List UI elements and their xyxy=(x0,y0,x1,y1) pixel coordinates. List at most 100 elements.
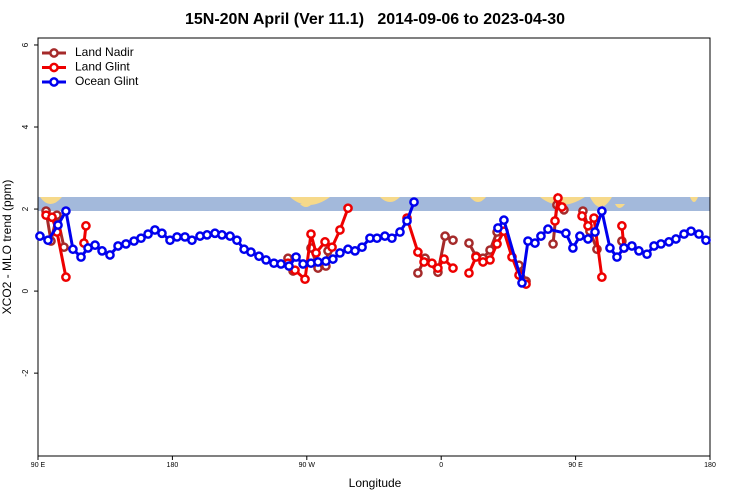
data-point xyxy=(76,252,86,262)
data-point xyxy=(225,231,235,241)
data-point xyxy=(47,212,57,223)
legend-marker xyxy=(49,48,59,58)
y-axis-label: XCO2 - MLO trend (ppm) xyxy=(0,180,14,315)
data-point xyxy=(311,248,321,258)
data-point xyxy=(254,251,264,262)
data-point xyxy=(617,221,627,231)
legend-marker xyxy=(49,77,59,87)
data-point xyxy=(143,229,153,239)
data-point xyxy=(694,229,704,239)
data-point xyxy=(597,206,607,216)
data-point xyxy=(543,224,553,235)
data-point xyxy=(68,244,78,255)
data-point xyxy=(409,197,419,207)
data-point xyxy=(701,235,711,246)
data-point xyxy=(136,233,146,244)
data-point xyxy=(335,248,345,258)
data-point xyxy=(448,263,458,273)
data-point xyxy=(427,258,437,269)
data-point xyxy=(583,234,593,244)
data-point xyxy=(493,223,503,233)
data-point xyxy=(402,216,412,226)
data-point xyxy=(61,206,71,216)
data-point xyxy=(619,243,629,253)
data-point xyxy=(550,216,560,226)
data-point xyxy=(589,213,599,223)
data-point xyxy=(597,272,607,283)
data-point xyxy=(419,257,429,267)
data-point xyxy=(471,252,481,262)
data-point xyxy=(327,242,337,253)
data-point xyxy=(557,202,567,212)
data-point xyxy=(577,211,587,221)
data-point xyxy=(113,241,123,251)
data-point xyxy=(530,238,540,248)
data-point xyxy=(105,250,115,260)
x-axis-label: Longitude xyxy=(349,476,402,490)
data-point xyxy=(590,227,600,237)
data-point xyxy=(627,241,637,251)
data-point xyxy=(439,254,449,264)
data-point xyxy=(575,231,585,241)
data-point xyxy=(350,246,360,256)
data-point xyxy=(517,278,527,288)
y-tick-label: 4 xyxy=(21,124,30,129)
data-point xyxy=(499,215,509,225)
x-tick-label: 90 E xyxy=(31,462,46,469)
data-point xyxy=(464,268,474,278)
data-point xyxy=(343,203,353,214)
y-tick-label: 2 xyxy=(21,206,30,211)
plot-frame xyxy=(37,37,711,457)
data-point xyxy=(357,242,367,253)
data-point xyxy=(413,247,423,257)
legend-label: Land Glint xyxy=(75,60,130,74)
data-point xyxy=(485,255,495,265)
x-tick-label: 180 xyxy=(167,462,179,469)
data-point xyxy=(548,239,558,249)
data-point xyxy=(634,246,644,256)
data-point xyxy=(568,243,578,253)
y-tick-label: -2 xyxy=(21,369,30,377)
y-tick-label: 0 xyxy=(21,288,30,293)
data-point xyxy=(448,235,458,246)
data-point xyxy=(536,231,546,241)
data-point xyxy=(276,259,286,269)
legend-label: Land Nadir xyxy=(75,45,134,59)
data-point xyxy=(433,263,443,273)
data-point xyxy=(387,233,397,244)
data-point xyxy=(300,274,310,285)
x-tick-label: 180 xyxy=(704,462,716,469)
data-point xyxy=(492,239,502,249)
data-point xyxy=(172,232,182,242)
data-point xyxy=(284,261,294,271)
data-point xyxy=(583,221,593,231)
data-point xyxy=(298,259,308,269)
x-tick-label: 90 E xyxy=(568,462,583,469)
data-point xyxy=(335,225,345,235)
legend-marker xyxy=(49,62,59,73)
data-point xyxy=(605,243,615,253)
data-point xyxy=(642,249,652,260)
data-point xyxy=(313,257,323,267)
x-tick-label: 90 W xyxy=(299,462,316,469)
data-point xyxy=(261,255,271,265)
data-point xyxy=(656,239,666,249)
data-point xyxy=(440,231,450,241)
data-point xyxy=(97,246,107,256)
data-point xyxy=(291,252,301,262)
x-tick-label: 0 xyxy=(439,462,443,469)
data-point xyxy=(464,238,474,248)
data-point xyxy=(202,230,212,240)
data-point xyxy=(671,234,681,244)
data-point xyxy=(232,235,242,246)
map-strip xyxy=(38,197,710,211)
y-tick-label: 6 xyxy=(21,42,30,47)
data-point xyxy=(43,235,53,246)
data-point xyxy=(612,252,622,262)
data-point xyxy=(320,237,330,247)
data-point xyxy=(61,272,71,283)
data-point xyxy=(90,240,100,251)
data-point xyxy=(217,230,227,240)
